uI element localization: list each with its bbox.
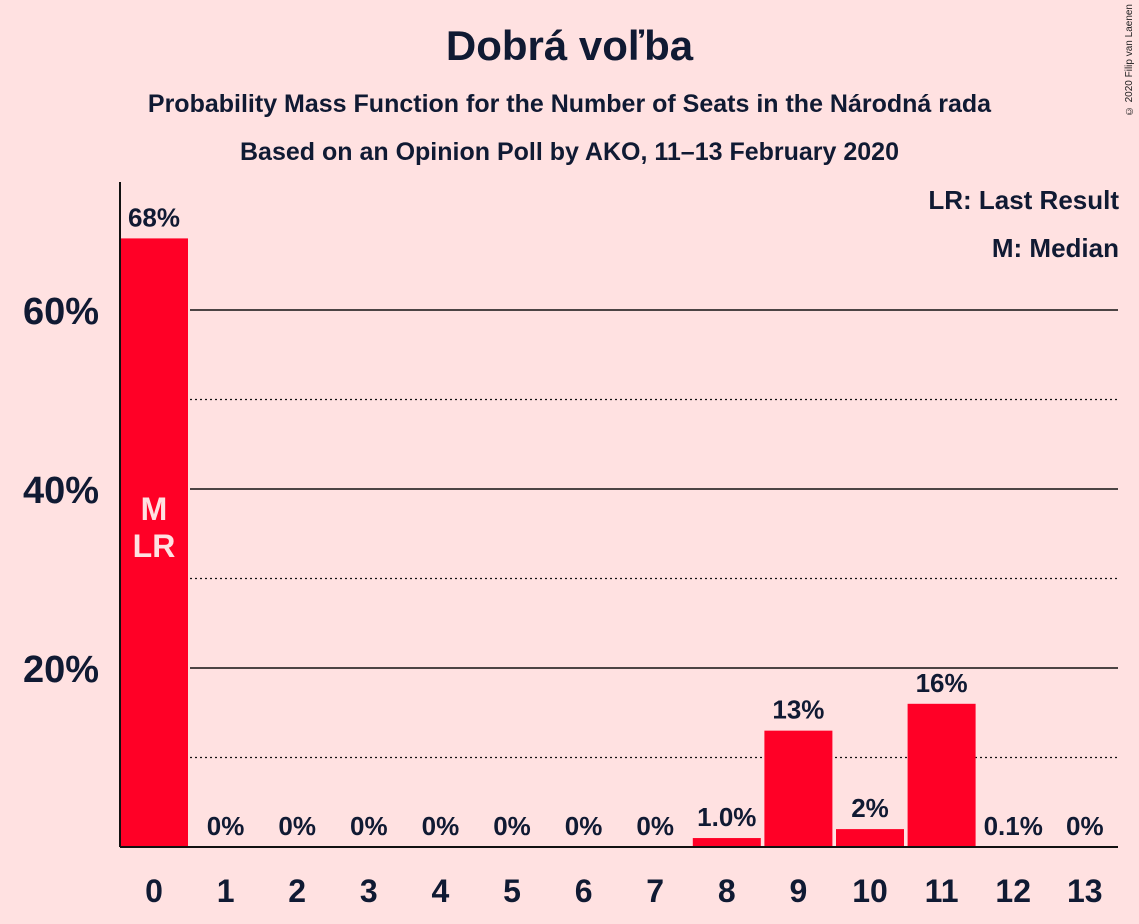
data-label: 0%	[207, 811, 245, 841]
y-axis: 20% 40% 60%	[23, 182, 121, 847]
data-label: 16%	[916, 668, 968, 698]
data-label: 0%	[1066, 811, 1104, 841]
legend-last-result: LR: Last Result	[928, 185, 1119, 215]
x-tick-label: 9	[790, 873, 808, 909]
data-label: 68%	[128, 202, 180, 232]
data-label: 0.1%	[984, 811, 1043, 841]
chart-source: Based on an Opinion Poll by AKO, 11–13 F…	[239, 138, 899, 166]
x-tick-label: 13	[1067, 873, 1103, 909]
data-label: 0%	[350, 811, 388, 841]
x-tick-label: 7	[646, 873, 664, 909]
data-label: 0%	[278, 811, 316, 841]
x-tick-label: 6	[575, 873, 593, 909]
x-tick-label: 0	[145, 873, 163, 909]
x-axis: 0 1 2 3 4 5 6 7 8 9 10 11 12 13	[120, 846, 1118, 909]
legend-median: M: Median	[991, 233, 1119, 263]
data-label: 0%	[493, 811, 531, 841]
gridlines	[190, 309, 1118, 759]
x-tick-label: 3	[360, 873, 378, 909]
y-tick-label: 60%	[23, 291, 99, 333]
last-result-marker: LR	[133, 528, 176, 564]
x-tick-label: 5	[503, 873, 521, 909]
median-marker: M	[141, 491, 168, 527]
bar	[692, 838, 761, 847]
bar	[836, 829, 904, 847]
bar	[907, 703, 976, 847]
data-label: 1.0%	[697, 802, 756, 832]
data-labels: 68% 0% 0% 0% 0% 0% 0% 0% 1.0% 13% 2% 16% 0.1% 0% MLR	[128, 202, 1104, 841]
x-tick-label: 11	[925, 873, 959, 909]
data-label: 0%	[565, 811, 603, 841]
bar	[120, 238, 188, 847]
bars	[120, 238, 1048, 847]
y-tick-label: 20%	[23, 649, 99, 691]
x-tick-label: 2	[288, 873, 306, 909]
x-tick-label: 8	[718, 873, 736, 909]
x-tick-label: 4	[432, 873, 450, 909]
x-tick-label: 12	[995, 873, 1031, 909]
x-tick-label: 10	[852, 873, 888, 909]
data-label: 13%	[772, 695, 824, 725]
data-label: 0%	[636, 811, 674, 841]
bar	[764, 730, 833, 847]
x-tick-label: 1	[217, 873, 235, 909]
chart-subtitle: Probability Mass Function for the Number…	[147, 90, 992, 118]
data-label: 2%	[851, 793, 889, 823]
data-label: 0%	[422, 811, 460, 841]
chart-title: Dobrá voľba	[445, 22, 694, 69]
y-tick-label: 40%	[23, 470, 99, 512]
